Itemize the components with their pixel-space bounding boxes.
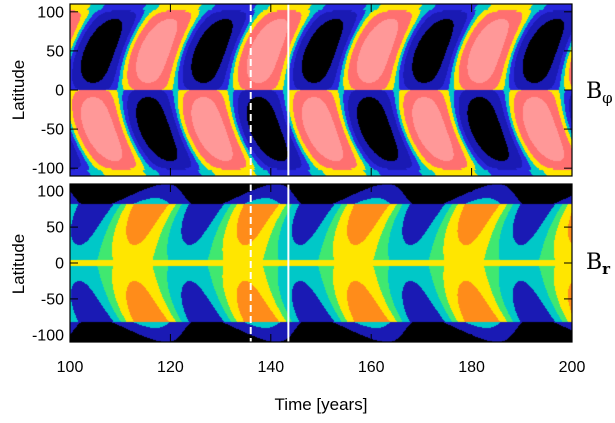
x-tick-label: 200 (559, 359, 586, 376)
b-phi-contour-map (70, 4, 572, 176)
y-tick-label: 50 (46, 43, 64, 60)
y-tick-label: 100 (37, 184, 64, 201)
b-phi-y-axis-title: Latitude (9, 60, 28, 121)
y-tick-label: 50 (46, 220, 64, 237)
x-tick-label: 100 (57, 359, 84, 376)
panel-b-phi: 100 50 0 -50 -100 Latitude Bφ (9, 3, 613, 178)
x-axis-title: Time [years] (275, 395, 368, 414)
b-phi-y-ticks: 100 50 0 -50 -100 (32, 4, 572, 178)
b-phi-x-ticks (69, 4, 573, 176)
x-tick-label: 180 (458, 359, 485, 376)
b-r-time-markers (249, 184, 290, 342)
b-r-x-ticks (69, 184, 573, 342)
x-tick-label: 120 (157, 359, 184, 376)
y-tick-label: -100 (32, 161, 64, 178)
x-tick-labels: 100 120 140 160 180 200 (57, 359, 586, 376)
x-tick-label: 140 (257, 359, 284, 376)
y-tick-label: 0 (55, 83, 64, 100)
y-tick-label: 0 (55, 256, 64, 273)
b-r-field-label: Br (586, 250, 611, 278)
panel-b-r: 100 50 0 -50 -100 Latitude Br (9, 183, 611, 344)
y-tick-label: 100 (37, 4, 64, 21)
b-phi-field-label: Bφ (586, 79, 613, 107)
b-r-contour-map (70, 184, 572, 342)
b-r-y-axis-title: Latitude (9, 234, 28, 295)
b-phi-time-markers (249, 4, 290, 176)
y-tick-label: -100 (32, 327, 64, 344)
x-tick-label: 160 (358, 359, 385, 376)
b-r-y-ticks: 100 50 0 -50 -100 (32, 184, 572, 344)
y-tick-label: -50 (41, 122, 64, 139)
y-tick-label: -50 (41, 291, 64, 308)
